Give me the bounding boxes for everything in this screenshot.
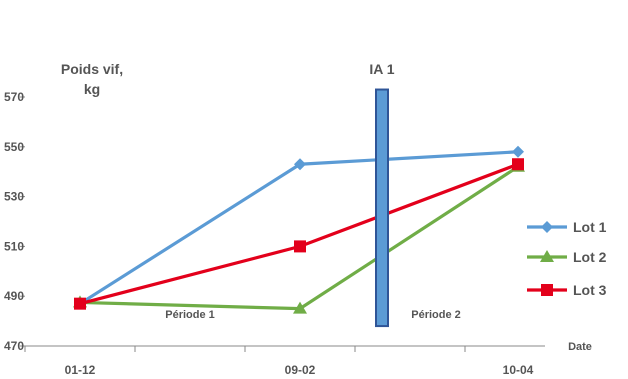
- data-point: [540, 250, 554, 262]
- data-point: [74, 297, 86, 310]
- chart-labels: Poids vif, kg IA 1 Période 1 Période 2 D…: [61, 61, 592, 353]
- x-axis-label: Date: [568, 341, 592, 353]
- data-point: [512, 158, 524, 171]
- series-line: [79, 162, 519, 306]
- event-label: IA 1: [369, 61, 394, 77]
- data-point: [293, 301, 307, 314]
- y-tick-label: 550: [4, 140, 24, 154]
- data-point: [294, 240, 306, 253]
- axes: 470 490 510 530 550 570 01-12 09-02 10-04: [4, 90, 545, 377]
- y-tick-label: 470: [4, 339, 24, 353]
- event-marker: [375, 88, 389, 328]
- data-point: [512, 145, 524, 158]
- legend-label: Lot 1: [573, 219, 607, 235]
- y-tick-label: 490: [4, 289, 24, 303]
- y-axis-label-line2: kg: [84, 81, 100, 97]
- series-group: [73, 145, 525, 314]
- data-point: [541, 221, 553, 233]
- series-lot-3: [74, 158, 524, 310]
- x-tick-label: 10-04: [503, 363, 534, 377]
- data-point: [294, 158, 306, 171]
- legend: Lot 1 Lot 2 Lot 3: [527, 219, 607, 298]
- legend-label: Lot 2: [573, 249, 607, 265]
- event-bar: [375, 88, 389, 328]
- series-lot-1: [74, 145, 524, 310]
- data-point: [541, 284, 553, 296]
- y-tick-label: 570: [4, 90, 24, 104]
- y-tick-label: 530: [4, 190, 24, 204]
- series-lot-2: [73, 159, 525, 314]
- period-2-label: Période 2: [411, 309, 461, 321]
- x-tick-label: 01-12: [65, 363, 96, 377]
- period-1-label: Période 1: [165, 309, 215, 321]
- x-tick-label: 09-02: [285, 363, 316, 377]
- y-axis-label-line1: Poids vif,: [61, 61, 123, 77]
- legend-label: Lot 3: [573, 282, 607, 298]
- y-tick-label: 510: [4, 239, 24, 253]
- series-line: [79, 150, 519, 306]
